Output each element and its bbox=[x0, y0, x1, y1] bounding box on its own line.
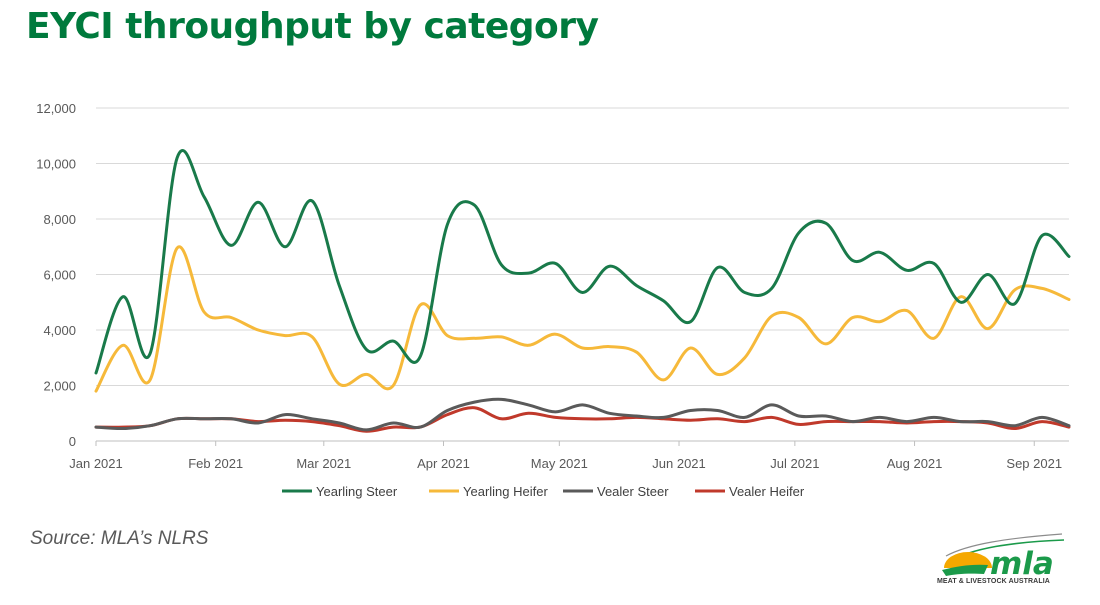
legend: Yearling Steer Yearling Heifer Vealer Stee… bbox=[282, 484, 805, 499]
legend-label-yearling-heifer: Yearling Heifer bbox=[463, 484, 548, 499]
x-tick-label: Jul 2021 bbox=[770, 456, 819, 471]
legend-label-vealer-steer: Vealer Steer bbox=[597, 484, 669, 499]
line-chart: 0 2,000 4,000 6,000 8,000 10,000 12,000 Jan 202… bbox=[36, 101, 1071, 499]
legend-label-yearling-steer: Yearling Steer bbox=[316, 484, 398, 499]
x-tick-label: Apr 2021 bbox=[417, 456, 470, 471]
series-lines bbox=[94, 149, 1071, 433]
x-tick-label: Sep 2021 bbox=[1006, 456, 1062, 471]
x-tick-label: Jan 2021 bbox=[69, 456, 123, 471]
y-tick-label: 6,000 bbox=[43, 268, 76, 283]
y-tick-label: 0 bbox=[69, 434, 76, 449]
x-tick-label: Mar 2021 bbox=[296, 456, 351, 471]
mla-logo: mla bbox=[942, 533, 1065, 582]
y-tick-label: 12,000 bbox=[36, 101, 76, 116]
x-tick-label: May 2021 bbox=[531, 456, 588, 471]
x-tick-label: Feb 2021 bbox=[188, 456, 243, 471]
source-note: Source: MLA’s NLRS bbox=[30, 528, 209, 549]
y-tick-label: 8,000 bbox=[43, 212, 76, 227]
logo-tagline: MEAT & LIVESTOCK AUSTRALIA bbox=[937, 578, 1050, 585]
series-line-yearling-steer bbox=[94, 149, 1071, 375]
chart-title: EYCI throughput by category bbox=[26, 6, 599, 47]
x-tick-label: Aug 2021 bbox=[887, 456, 943, 471]
y-tick-label: 10,000 bbox=[36, 157, 76, 172]
logo-wordmark: mla bbox=[990, 546, 1054, 582]
x-tick-label: Jun 2021 bbox=[652, 456, 706, 471]
series-line-vealer-steer bbox=[94, 397, 1071, 432]
series-line-yearling-heifer bbox=[94, 245, 1071, 393]
y-tick-label: 2,000 bbox=[43, 379, 76, 394]
gridlines bbox=[96, 107, 1069, 386]
axes: 0 2,000 4,000 6,000 8,000 10,000 12,000 Jan 202… bbox=[36, 101, 1069, 471]
legend-label-vealer-heifer: Vealer Heifer bbox=[729, 484, 805, 499]
y-tick-label: 4,000 bbox=[43, 323, 76, 338]
